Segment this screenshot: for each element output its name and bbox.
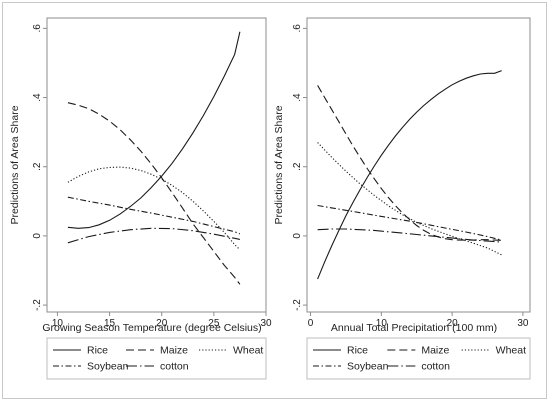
plot-frame-right: [306, 17, 531, 313]
series-line-soybean: [317, 204, 502, 241]
legend-label-wheat: Wheat: [233, 345, 263, 357]
y-tick-label: -.2: [292, 299, 303, 311]
x-axis-label-left: Growing Season Temperature (degree Celsi…: [42, 322, 261, 334]
legend-box: [306, 337, 531, 380]
y-tick-label: .2: [32, 162, 43, 171]
legend-box: [46, 337, 267, 380]
legend-right: Rice Maize Wheat Soybean cotton: [306, 337, 531, 380]
plot-frame-left: [46, 17, 267, 313]
y-tick-label: .2: [292, 162, 303, 171]
y-axis-label-right: Predictions of Area Share: [273, 105, 285, 224]
y-axis-label-left: Predictions of Area Share: [9, 105, 21, 224]
legend-label-soybean: Soybean: [87, 361, 129, 373]
x-tick-label: 25: [208, 318, 220, 329]
y-tick-label: 0: [292, 233, 303, 239]
series-line-soybean: [67, 196, 241, 235]
legend-label-rice: Rice: [347, 345, 368, 357]
x-tick-label: 15: [104, 318, 116, 329]
axis-ticks-right: -.2 0 .2 .4 .6 0 10 20 30: [292, 24, 529, 329]
series-lines-left: [67, 31, 241, 285]
x-tick-label: 20: [156, 318, 168, 329]
legend-label-soybean: Soybean: [347, 361, 389, 373]
x-tick-label: 30: [260, 318, 272, 329]
y-tick-label: .4: [32, 93, 43, 102]
legend-label-cotton: cotton: [160, 361, 189, 373]
series-line-wheat: [317, 142, 502, 256]
series-line-wheat: [67, 166, 241, 251]
series-lines-right: [317, 70, 502, 280]
y-tick-label: 0: [32, 233, 43, 239]
legend-left: Rice Maize Wheat Soybean cotton: [46, 337, 267, 380]
y-tick-label: .6: [292, 24, 303, 33]
x-tick-label: 20: [447, 318, 459, 329]
y-tick-label: -.2: [32, 299, 43, 311]
series-line-cotton: [317, 228, 502, 243]
figure-frame: [2, 2, 547, 399]
axis-ticks-left: -.2 0 .2 .4 .6 10 15 20 25 30: [32, 24, 272, 329]
x-tick-label: 10: [376, 318, 388, 329]
legend-label-maize: Maize: [421, 345, 449, 357]
legend-label-wheat: Wheat: [496, 345, 526, 357]
series-line-maize: [67, 102, 241, 285]
y-tick-label: .4: [292, 93, 303, 102]
series-line-rice: [67, 31, 241, 229]
legend-label-maize: Maize: [160, 345, 188, 357]
x-tick-label: 0: [308, 318, 314, 329]
panel-left: Predictions of Area Share Growing Season…: [9, 17, 272, 380]
x-axis-label-right: Annual Total Precipitation (100 mm): [331, 322, 497, 334]
y-tick-label: .6: [32, 24, 43, 33]
legend-label-rice: Rice: [87, 345, 108, 357]
x-tick-label: 30: [517, 318, 529, 329]
x-tick-label: 10: [52, 318, 64, 329]
legend-label-cotton: cotton: [421, 361, 450, 373]
series-line-rice: [317, 70, 502, 280]
series-line-cotton: [67, 227, 241, 244]
panel-right: Predictions of Area Share Annual Total P…: [273, 17, 531, 380]
